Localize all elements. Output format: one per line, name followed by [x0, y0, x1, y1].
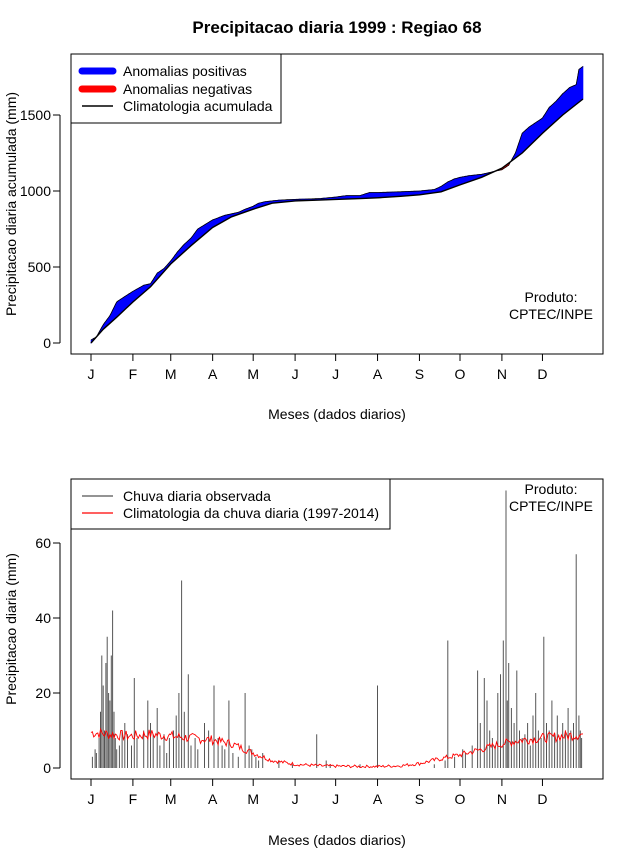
bottom-y-tick-label: 60: [35, 535, 51, 551]
figure-title: Precipitacao diaria 1999 : Regiao 68: [192, 18, 481, 37]
bottom-x-tick-label: N: [497, 791, 507, 807]
bottom-series-layer: [90, 727, 584, 769]
top-y-tick-label: 1500: [20, 107, 51, 123]
annotation-product-label-top: Produto:: [525, 289, 578, 305]
top-x-tick-label: M: [247, 366, 259, 382]
legend-box-bottom: [70, 478, 391, 530]
bottom-x-tick-label: F: [129, 791, 138, 807]
observed-accumulated-line: [90, 66, 584, 341]
bottom-x-tick-label: O: [455, 791, 466, 807]
legend-label-daily-climatology: Climatologia da chuva diaria (1997-2014): [123, 505, 379, 521]
chart-daily: J F M A M J J A S O N D 0 20 40 60 Meses (dados diario…: [3, 478, 604, 848]
y-axis-label-top: Precipitacao diaria acumulada (mm): [3, 92, 19, 316]
bottom-y-tick-label: 20: [35, 685, 51, 701]
top-x-tick-label: A: [208, 366, 218, 382]
x-axis-label-top: Meses (dados diarios): [268, 406, 406, 422]
bottom-y-tick-label: 40: [35, 610, 51, 626]
legend-top: Anomalias positivas Anomalias negativas …: [70, 53, 282, 124]
top-x-tick-label: O: [455, 366, 466, 382]
legend-label-observed: Chuva diaria observada: [123, 488, 271, 504]
bottom-x-tick-label: M: [247, 791, 259, 807]
annotation-product-source-bottom: CPTEC/INPE: [509, 498, 593, 514]
bottom-x-tick-label: D: [537, 791, 547, 807]
x-axis-label-bottom: Meses (dados diarios): [268, 832, 406, 848]
legend-label-positive: Anomalias positivas: [123, 63, 247, 79]
y-axis-top: 0 500 1000 1500: [20, 107, 61, 351]
observed-bars-layer: [91, 490, 583, 768]
y-axis-bottom: 0 20 40 60: [35, 535, 61, 776]
top-x-tick-label: N: [497, 366, 507, 382]
top-x-tick-label: D: [537, 366, 547, 382]
top-y-tick-label: 1000: [20, 183, 51, 199]
bottom-x-tick-label: S: [415, 791, 424, 807]
top-x-tick-label: J: [332, 366, 339, 382]
top-y-tick-label: 500: [28, 259, 52, 275]
bottom-x-tick-label: A: [373, 791, 383, 807]
legend-bottom: Chuva diaria observada Climatologia da c…: [70, 478, 391, 530]
top-y-tick-label: 0: [43, 335, 51, 351]
bottom-x-tick-label: A: [208, 791, 218, 807]
top-x-tick-label: S: [415, 366, 424, 382]
annotation-product-label-bottom: Produto:: [525, 481, 578, 497]
bottom-x-tick-label: M: [165, 791, 177, 807]
climatology-accumulated-line: [90, 98, 584, 344]
chart-accumulated: J F M A M J J A S O N D 0 500 1000 1500 Meses (dados d…: [3, 53, 604, 422]
top-x-tick-label: F: [129, 366, 138, 382]
bottom-x-tick-label: J: [292, 791, 299, 807]
legend-label-climatology: Climatologia acumulada: [123, 98, 273, 114]
top-x-tick-label: J: [292, 366, 299, 382]
bottom-x-tick-label: J: [88, 791, 95, 807]
top-x-tick-label: M: [165, 366, 177, 382]
top-x-tick-label: J: [88, 366, 95, 382]
annotation-product-source-top: CPTEC/INPE: [509, 306, 593, 322]
bottom-y-tick-label: 0: [43, 760, 51, 776]
legend-label-negative: Anomalias negativas: [123, 81, 252, 97]
y-axis-label-bottom: Precipitacao diaria (mm): [3, 553, 19, 705]
bottom-x-tick-label: J: [332, 791, 339, 807]
daily-climatology-line: [90, 727, 584, 769]
legend-box-top: [70, 53, 282, 124]
top-x-tick-label: A: [373, 366, 383, 382]
top-series-layer: [90, 65, 584, 344]
